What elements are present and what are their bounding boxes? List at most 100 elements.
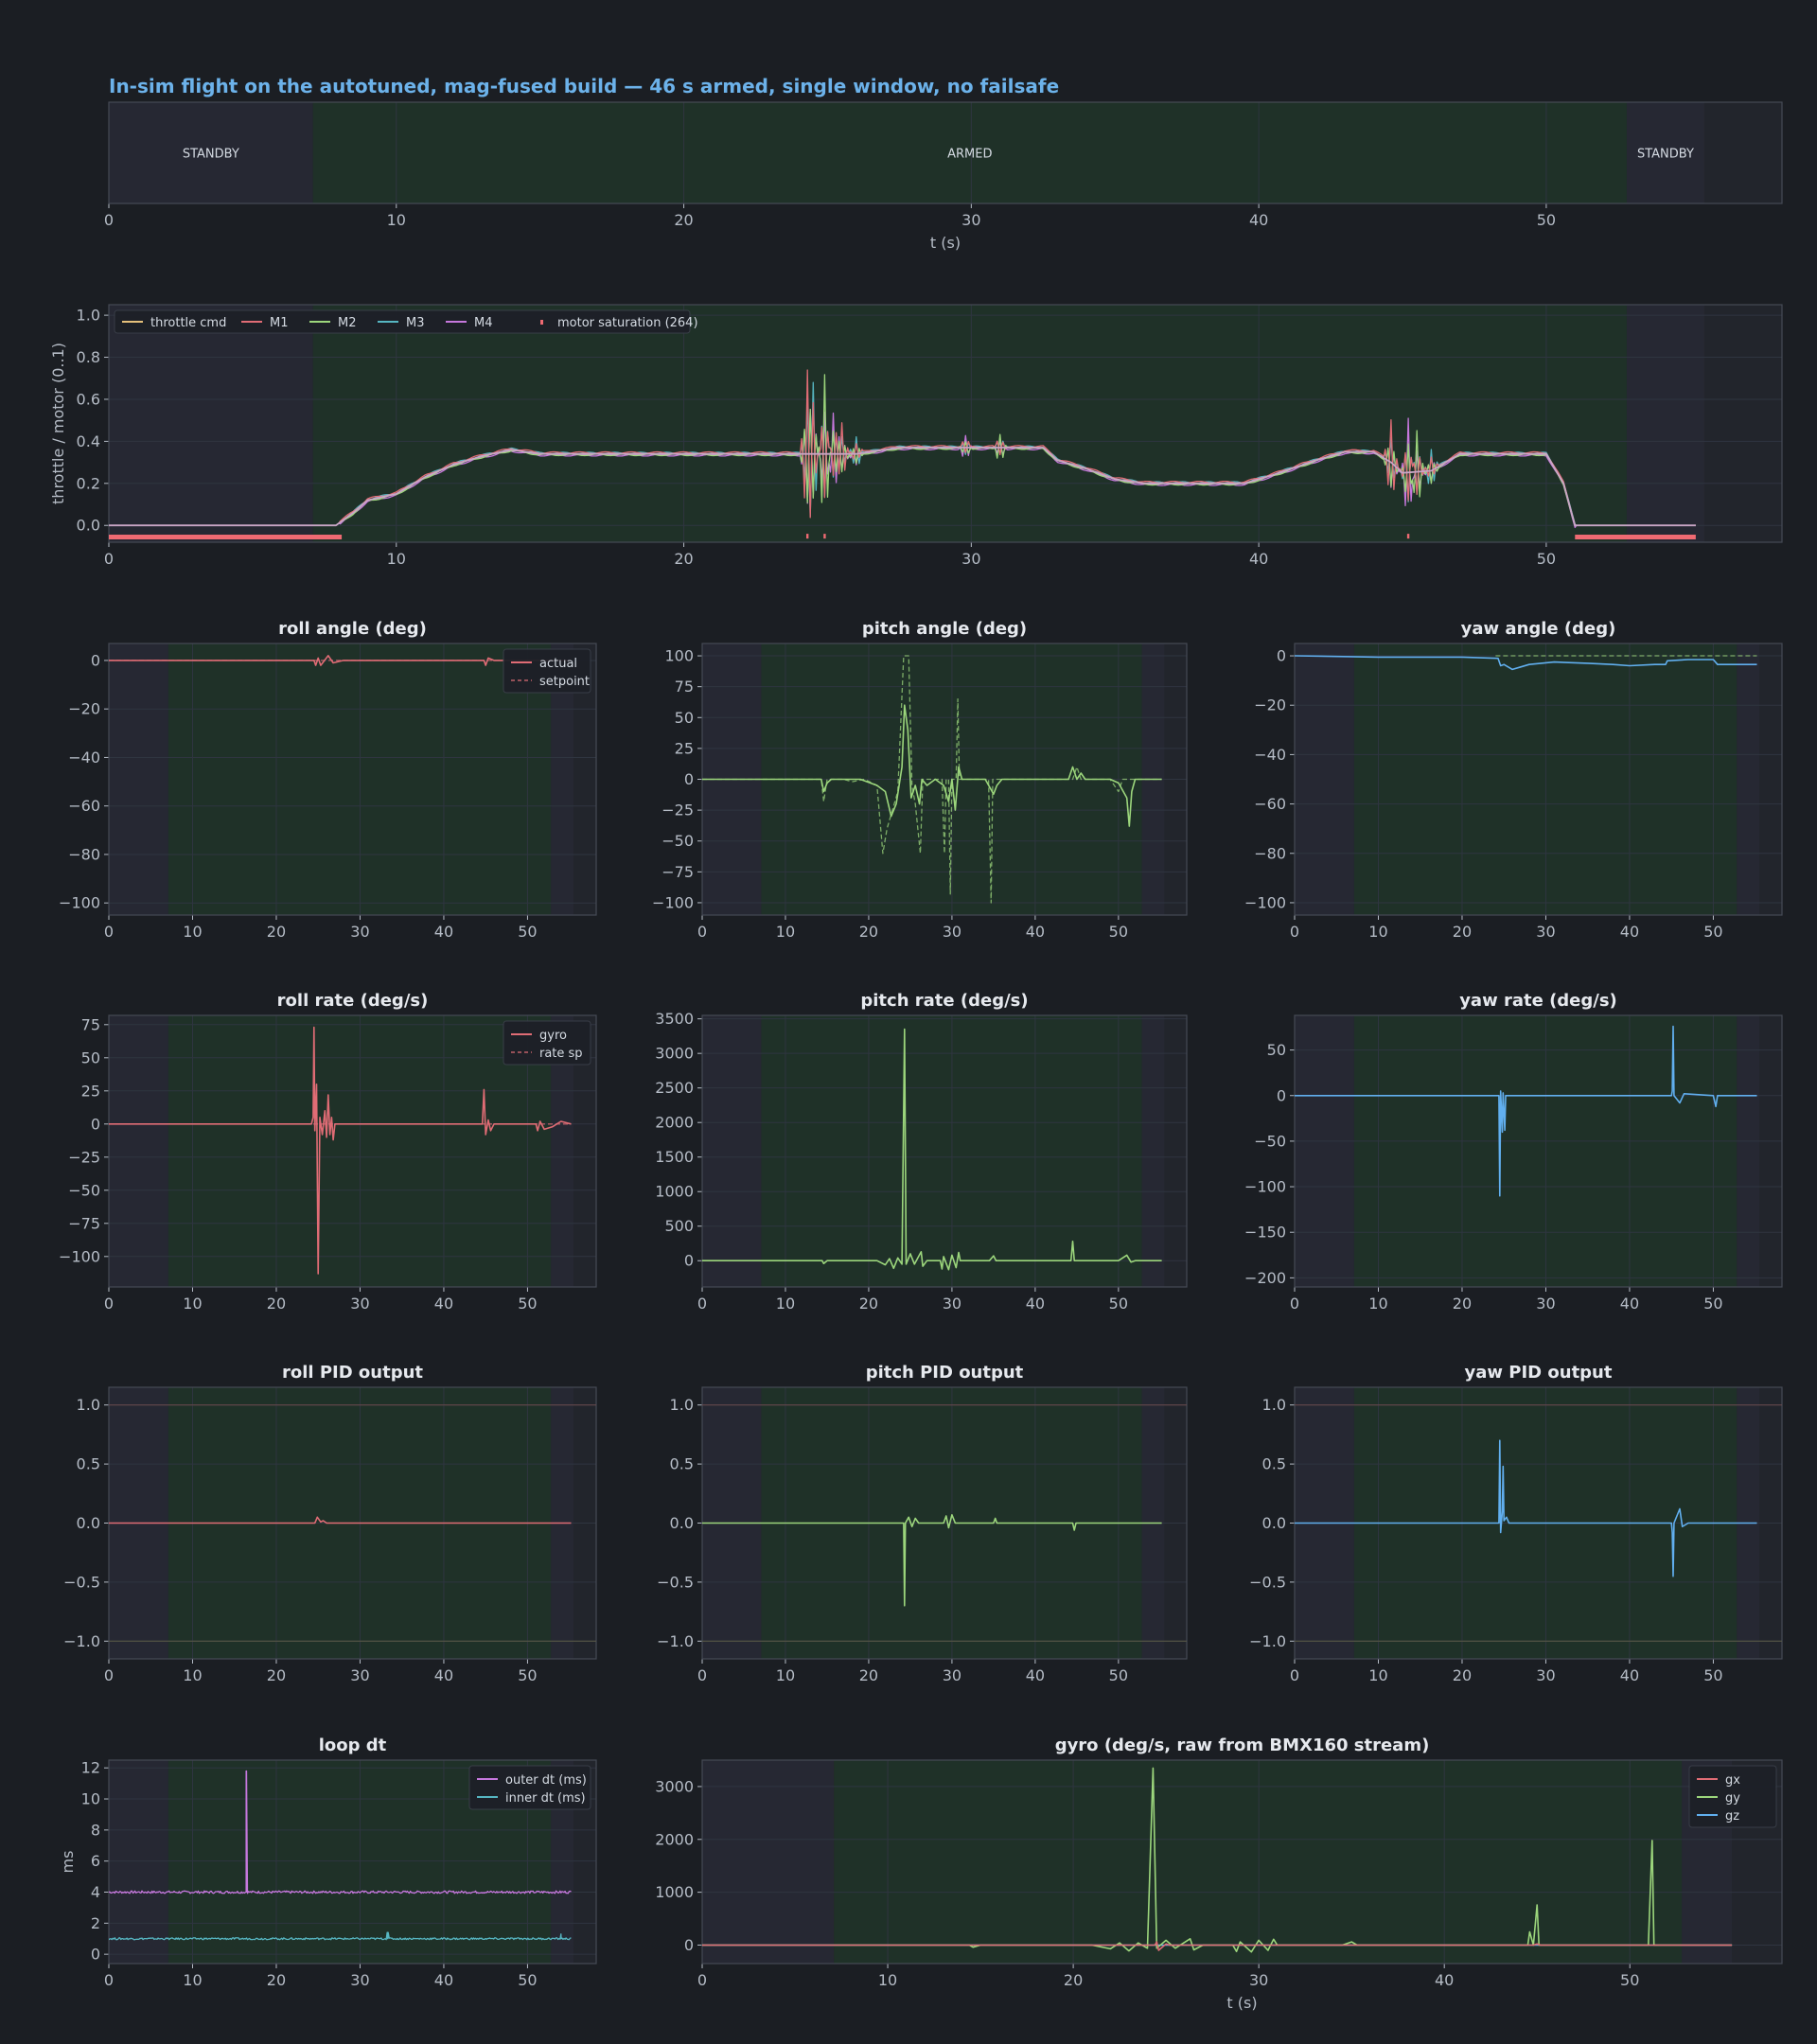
legend-item: setpoint: [511, 675, 590, 689]
legend-item: M4: [446, 316, 493, 330]
x-tick-label: 40: [1435, 1971, 1454, 1989]
standby-band: [1626, 102, 1704, 203]
x-tick-label: 20: [859, 1295, 878, 1313]
legend-item: rate sp: [511, 1047, 583, 1061]
chart-pitch-angle: 0 10 20 30 40 50 100 75 50 25 0 −25 −50 −75 −100 pitch …: [652, 619, 1188, 941]
x-tick-label: 0: [1290, 1666, 1299, 1684]
legend-item: gyro: [511, 1029, 567, 1043]
y-tick-label: 1.0: [670, 1396, 694, 1414]
x-tick-label: 10: [183, 1295, 202, 1313]
figure-title: In-sim flight on the autotuned, mag-fuse…: [109, 75, 1059, 97]
y-tick-label: 100: [664, 647, 694, 665]
x-tick-label: 30: [961, 211, 980, 229]
x-tick-label: 0: [104, 211, 114, 229]
standby-band: [109, 1015, 168, 1287]
x-tick-label: 30: [943, 1295, 961, 1313]
legend-label: outer dt (ms): [505, 1773, 587, 1788]
chart-roll-rate: 0 10 20 30 40 50 75 50 25 0 −25 −50 −75 −100 roll rate…: [59, 991, 597, 1313]
chart-title: pitch rate (deg/s): [860, 991, 1028, 1011]
x-tick-label: 50: [518, 923, 537, 941]
plot-frame: [701, 1014, 1188, 1288]
chart-state: 0 10 20 30 40 50 t (s) STANDBY ARMED STANDBY: [104, 101, 1783, 252]
legend-item: motor saturation (264): [540, 316, 698, 330]
y-tick-label: 500: [664, 1217, 694, 1235]
y-tick-label: 3500: [655, 1010, 694, 1028]
plot-frame: [108, 1014, 597, 1288]
y-tick-label: 0.2: [77, 474, 100, 492]
y-tick-label: −1.0: [63, 1632, 100, 1650]
series-gyro-line: [1295, 1025, 1757, 1197]
y-tick-label: 2000: [655, 1830, 694, 1848]
x-tick-label: 10: [183, 1666, 202, 1684]
y-tick-label: 10: [81, 1790, 100, 1808]
standby-band: [1737, 1015, 1760, 1287]
legend-label: gy: [1725, 1791, 1740, 1806]
legend-label: M1: [270, 316, 289, 330]
chart-title: yaw PID output: [1465, 1363, 1613, 1383]
legend-label: rate sp: [539, 1047, 583, 1061]
plot-marks: [109, 1404, 596, 1642]
y-tick-label: −40: [1254, 746, 1286, 764]
y-tick-label: 0.5: [77, 1455, 100, 1473]
armed-band: [312, 102, 1627, 203]
y-tick-label: 1.0: [77, 307, 100, 325]
x-tick-label: 30: [350, 923, 369, 941]
y-axis-label: throttle / motor (0..1): [49, 343, 67, 504]
legend-item: throttle cmd: [122, 316, 226, 330]
y-tick-label: −1.0: [657, 1632, 694, 1650]
x-tick-label: 40: [434, 1971, 453, 1989]
y-tick-label: 2: [91, 1914, 100, 1932]
y-tick-label: 50: [675, 709, 694, 727]
y-tick-label: −25: [68, 1148, 100, 1166]
plot-frame: [108, 1759, 597, 1965]
y-tick-label: −100: [652, 893, 694, 911]
chart-yaw-rate: 0 10 20 30 40 50 50 0 −50 −100 −150 −200 yaw rate (d…: [1244, 991, 1783, 1313]
y-tick-label: −50: [1254, 1132, 1286, 1150]
y-tick-label: 0.4: [77, 432, 100, 450]
x-tick-label: 40: [1249, 550, 1268, 568]
legend-swatch: [540, 320, 543, 325]
standby-band: [551, 1760, 574, 1964]
x-tick-label: 30: [943, 1666, 961, 1684]
chart-title: roll PID output: [282, 1363, 423, 1383]
y-tick-label: 0.8: [77, 348, 100, 366]
x-tick-label: 50: [1703, 1295, 1722, 1313]
y-tick-label: −0.5: [63, 1573, 100, 1591]
plot-marks: [109, 369, 1696, 540]
x-tick-label: 10: [183, 1971, 202, 1989]
plot-frame: [1294, 1014, 1783, 1288]
chart-title: pitch angle (deg): [862, 619, 1027, 639]
chart-title: yaw angle (deg): [1461, 619, 1616, 639]
legend-box: [1688, 1765, 1777, 1828]
x-tick-label: 40: [434, 1295, 453, 1313]
x-tick-label: 0: [697, 1666, 707, 1684]
x-tick-label: 20: [1453, 1666, 1472, 1684]
chart-title: loop dt: [319, 1736, 387, 1755]
chart-throttle: 0 10 20 30 40 50 0.0 0.2 0.4 0.6 0.8 1.0 throttle / …: [49, 304, 1783, 568]
x-tick-label: 50: [1703, 923, 1722, 941]
y-tick-label: 1.0: [77, 1396, 100, 1414]
y-tick-label: −100: [1244, 893, 1286, 911]
x-tick-label: 10: [387, 211, 406, 229]
series-inner-dt-ms-line: [109, 1931, 572, 1941]
plot-marks: [109, 655, 572, 666]
y-tick-label: 0.6: [77, 390, 100, 408]
legend-item: gy: [1697, 1791, 1740, 1806]
y-tick-label: 1.0: [1262, 1396, 1286, 1414]
x-tick-label: 30: [350, 1295, 369, 1313]
saturation-marker: [823, 534, 826, 539]
y-tick-label: −150: [1244, 1224, 1286, 1242]
y-tick-label: 0: [1277, 1086, 1286, 1104]
series-gyro-line: [702, 1028, 1162, 1271]
y-tick-label: 0.5: [1262, 1455, 1286, 1473]
legend-label: gx: [1725, 1773, 1740, 1788]
y-tick-label: −20: [68, 700, 100, 718]
legend-item: actual: [511, 657, 577, 671]
y-tick-label: −60: [68, 797, 100, 815]
x-tick-label: 20: [1064, 1971, 1083, 1989]
x-tick-label: 20: [267, 1666, 286, 1684]
legend-box: [503, 648, 591, 694]
legend-label: inner dt (ms): [505, 1791, 586, 1806]
x-tick-label: 0: [104, 550, 114, 568]
